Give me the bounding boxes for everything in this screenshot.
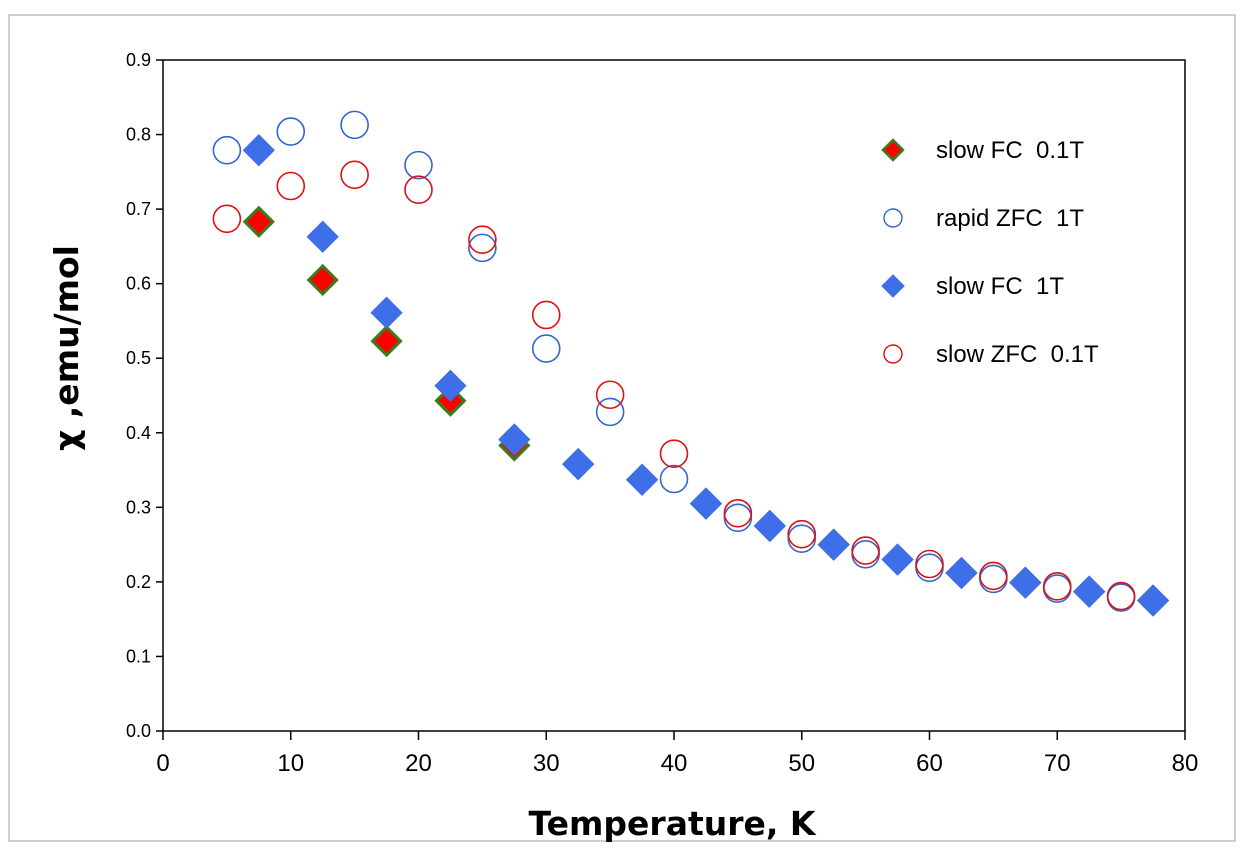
y-tick-label: 0.9 (126, 50, 151, 70)
data-point (370, 296, 403, 329)
data-point (242, 134, 275, 167)
data-point (468, 233, 497, 263)
data-point (1106, 581, 1136, 611)
legend-label: slow FC 1T (936, 273, 1064, 300)
data-point (531, 300, 561, 330)
x-tick-label: 50 (788, 750, 815, 777)
y-tick-label: 0.2 (126, 572, 151, 592)
data-point (468, 225, 497, 254)
data-point (723, 498, 753, 528)
y-tick-label: 0.7 (126, 199, 151, 219)
data-point (787, 519, 817, 549)
data-point (212, 204, 242, 234)
y-axis-title: χ ,emu/mol (47, 245, 86, 451)
data-point (212, 135, 242, 165)
legend-label: slow ZFC 0.1T (936, 341, 1099, 368)
data-point (242, 205, 275, 238)
data-point (276, 171, 306, 201)
x-axis-title: Temperature, K (529, 804, 817, 843)
data-point (340, 110, 369, 140)
data-point (434, 369, 467, 402)
y-tick-label: 0.8 (126, 125, 151, 145)
y-tick-label: 0.0 (126, 721, 151, 741)
data-point (531, 334, 561, 363)
legend: slow FC 0.1T rapid ZFC 1T slow FC 1T slow Z… (881, 137, 1099, 368)
data-point (498, 423, 531, 456)
x-tick-label: 40 (661, 750, 688, 777)
data-point (595, 380, 625, 410)
data-point (276, 117, 306, 146)
legend-item: slow ZFC 0.1T (883, 341, 1099, 368)
data-point (404, 175, 433, 205)
data-point (306, 220, 339, 253)
legend-marker (883, 208, 903, 228)
x-tick-label: 70 (1044, 750, 1071, 777)
legend-marker (881, 138, 905, 162)
data-point (404, 150, 433, 180)
data-point (881, 543, 914, 576)
data-point (595, 397, 625, 427)
legend-label: slow FC 0.1T (936, 137, 1084, 164)
x-tick-label: 10 (277, 750, 304, 777)
data-point (370, 324, 403, 358)
x-tick-label: 80 (1172, 750, 1199, 777)
y-tick-label: 0.1 (126, 646, 151, 666)
legend-marker (883, 344, 903, 364)
data-point (659, 464, 689, 494)
legend-item: rapid ZFC 1T (883, 205, 1084, 232)
x-tick-label: 30 (533, 750, 560, 777)
data-point (753, 509, 786, 543)
y-tick-label: 0.4 (126, 423, 151, 443)
x-tick-label: 60 (916, 750, 943, 777)
legend-marker (881, 274, 905, 298)
legend-item: slow FC 1T (881, 273, 1064, 300)
data-point (340, 160, 369, 190)
axes (156, 59, 1186, 740)
y-tick-label: 0.3 (126, 497, 151, 517)
data-point (1009, 566, 1042, 599)
y-tick-label: 0.6 (126, 274, 151, 294)
data-point (979, 561, 1008, 591)
data-point (851, 536, 880, 565)
legend-item: slow FC 0.1T (881, 137, 1084, 164)
data-point (659, 439, 689, 468)
x-tick-label: 0 (156, 750, 169, 777)
data-point (1042, 572, 1072, 601)
y-tick-label: 0.5 (126, 348, 151, 368)
x-tick-label: 20 (405, 750, 432, 777)
data-point (689, 487, 723, 520)
data-point (817, 528, 850, 561)
data-point (306, 263, 339, 297)
data-point (1136, 584, 1170, 617)
data-points (212, 110, 1170, 617)
data-point (915, 549, 944, 579)
tick-labels: 0.0 0.1 0.2 0.3 0.4 0.5 0.6 0.7 0.8 0.9 0 10 20 30 40 5… (126, 50, 1198, 777)
data-point (562, 447, 595, 481)
data-point (945, 556, 978, 590)
data-point (1073, 575, 1106, 608)
legend-label: rapid ZFC 1T (936, 205, 1084, 232)
data-point (625, 463, 659, 496)
